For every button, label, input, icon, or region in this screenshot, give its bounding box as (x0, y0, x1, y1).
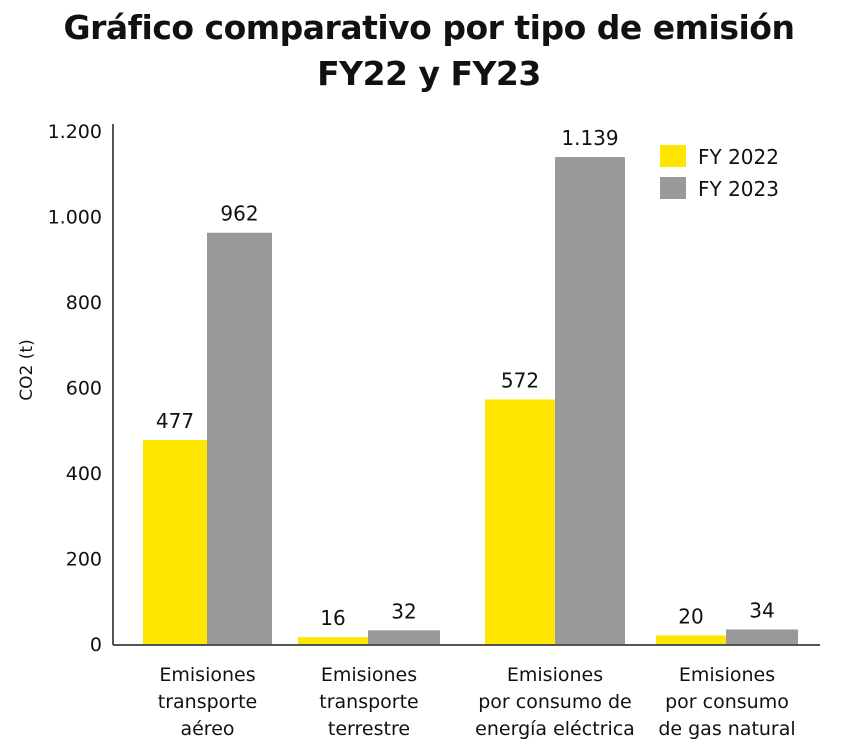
legend-swatch (660, 145, 686, 167)
y-tick-label: 400 (66, 463, 102, 485)
bar (207, 232, 272, 644)
x-tick-label: Emisiones (159, 664, 255, 686)
chart-title: Gráfico comparativo por tipo de emisión (63, 8, 795, 47)
y-tick-label: 600 (66, 378, 102, 400)
data-label: 572 (501, 368, 539, 392)
x-tick-label: terrestre (328, 718, 410, 740)
y-tick-label: 0 (90, 634, 102, 656)
y-axis-label: CO2 (t) (17, 339, 37, 400)
y-tick-label: 200 (66, 549, 102, 571)
legend-label: FY 2023 (698, 177, 779, 201)
bar (656, 635, 726, 644)
x-tick-label: aéreo (180, 718, 234, 740)
bar (485, 399, 555, 644)
legend-swatch (660, 177, 686, 199)
x-tick-label: Emisiones (679, 664, 775, 686)
x-tick-label: transporte (319, 691, 418, 713)
data-label: 1.139 (561, 126, 618, 150)
data-label: 32 (391, 599, 416, 623)
y-tick-label: 1.000 (48, 207, 102, 229)
bar (726, 629, 798, 644)
x-tick-label: transporte (158, 691, 257, 713)
bar (298, 637, 368, 644)
x-tick-label: de gas natural (658, 718, 795, 740)
y-tick-label: 1.200 (48, 121, 102, 143)
bar (143, 440, 207, 644)
chart-subtitle: FY22 y FY23 (317, 54, 541, 93)
data-label: 20 (678, 604, 703, 628)
data-label: 477 (156, 409, 194, 433)
data-label: 16 (320, 606, 345, 630)
x-tick-label: energía eléctrica (475, 718, 635, 740)
x-tick-label: por consumo de (478, 691, 632, 713)
bar (555, 157, 625, 644)
data-label: 962 (220, 202, 258, 226)
data-label: 34 (749, 598, 774, 622)
bar (368, 630, 440, 644)
x-tick-label: Emisiones (321, 664, 417, 686)
x-tick-label: por consumo (665, 691, 789, 713)
x-tick-label: Emisiones (507, 664, 603, 686)
y-tick-label: 800 (66, 292, 102, 314)
legend-label: FY 2022 (698, 145, 779, 169)
